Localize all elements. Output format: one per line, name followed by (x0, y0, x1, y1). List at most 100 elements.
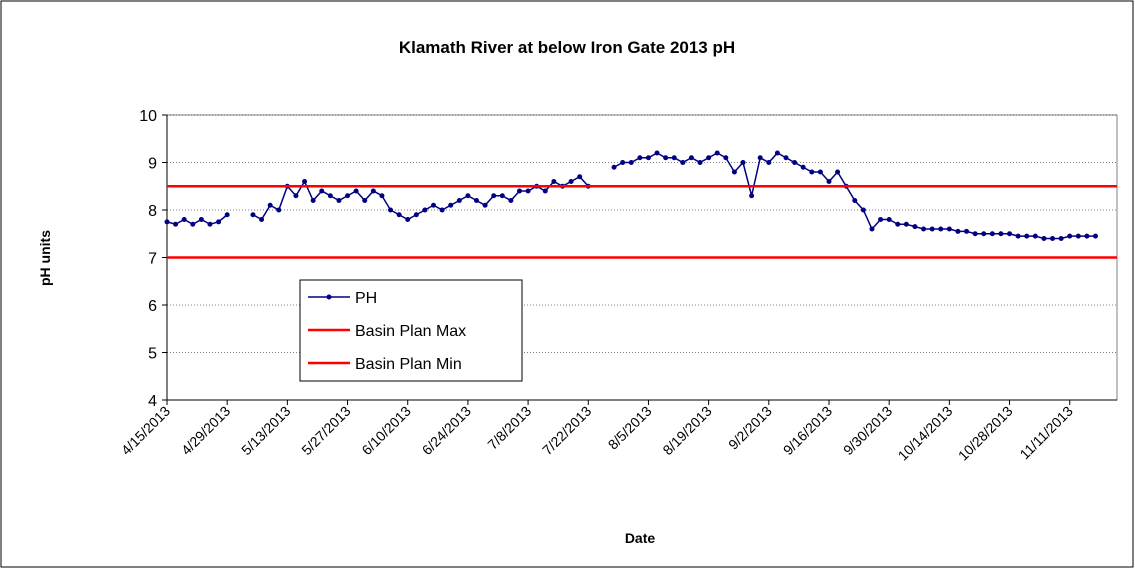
data-point (912, 224, 918, 230)
data-point (542, 188, 548, 194)
data-point (835, 169, 841, 175)
data-point (164, 219, 170, 225)
data-point (1084, 233, 1090, 239)
data-point (1024, 233, 1030, 239)
data-point (327, 193, 333, 199)
data-point (671, 155, 677, 161)
data-point (645, 155, 651, 161)
data-point (628, 160, 634, 165)
data-point (826, 179, 832, 184)
data-point (1075, 233, 1081, 239)
data-point (1032, 233, 1038, 239)
data-point (774, 150, 780, 156)
data-point (482, 202, 488, 208)
y-tick-label: 8 (148, 203, 157, 220)
data-point (198, 217, 204, 222)
data-point (362, 198, 368, 203)
data-point (783, 155, 789, 161)
data-point (946, 226, 952, 232)
data-point (792, 160, 798, 165)
data-point (508, 198, 514, 203)
data-point (1007, 231, 1013, 237)
data-point (809, 169, 815, 175)
data-point (680, 160, 686, 165)
data-point (688, 155, 694, 161)
data-point (878, 217, 884, 222)
data-point (405, 217, 411, 222)
data-point (757, 155, 763, 161)
data-point (224, 212, 230, 218)
data-point (516, 188, 522, 194)
data-point (1093, 233, 1099, 239)
x-axis-label: Date (625, 530, 656, 546)
data-point (568, 179, 574, 184)
data-point (697, 160, 703, 165)
data-point (817, 169, 823, 175)
data-point (413, 212, 419, 218)
data-point (723, 155, 729, 161)
data-point (525, 188, 531, 194)
y-tick-label: 7 (148, 251, 157, 268)
data-point (319, 188, 325, 194)
data-point (474, 198, 480, 203)
data-point (422, 207, 428, 213)
data-point (714, 150, 720, 156)
data-point (929, 226, 935, 232)
data-point (353, 188, 359, 194)
data-point (766, 160, 772, 165)
data-point (981, 231, 987, 237)
data-point (989, 231, 995, 237)
legend-label: PH (355, 290, 377, 307)
data-point (439, 207, 445, 213)
legend-label: Basin Plan Min (355, 356, 462, 373)
y-axis-label: pH units (37, 230, 53, 286)
data-point (637, 155, 643, 161)
data-point (250, 212, 256, 218)
data-point (276, 207, 282, 213)
data-point (267, 202, 273, 208)
data-point (336, 198, 342, 203)
data-point (903, 221, 909, 227)
data-point (955, 228, 961, 234)
data-point (448, 202, 454, 208)
data-point (293, 193, 299, 199)
data-point (259, 217, 265, 222)
y-tick-label: 4 (148, 393, 157, 410)
legend-marker (326, 294, 332, 300)
data-point (860, 207, 866, 213)
chart-title: Klamath River at below Iron Gate 2013 pH (399, 38, 735, 57)
data-point (310, 198, 316, 203)
data-point (895, 221, 901, 227)
data-point (388, 207, 394, 213)
data-point (577, 174, 583, 180)
data-point (620, 160, 626, 165)
data-point (886, 217, 892, 222)
y-tick-label: 6 (148, 298, 157, 315)
data-point (181, 217, 187, 222)
data-point (370, 188, 376, 194)
data-point (302, 179, 308, 184)
data-point (852, 198, 858, 203)
data-point (379, 193, 385, 199)
data-point (431, 202, 437, 208)
data-point (964, 228, 970, 234)
data-point (740, 160, 746, 165)
data-point (731, 169, 737, 175)
data-point (465, 193, 471, 199)
data-point (1041, 236, 1047, 241)
data-point (396, 212, 402, 218)
data-point (1050, 236, 1056, 241)
data-point (706, 155, 712, 161)
y-tick-label: 5 (148, 346, 157, 363)
y-tick-label: 10 (139, 108, 157, 125)
data-point (921, 226, 927, 232)
data-point (207, 221, 213, 227)
data-point (491, 193, 497, 199)
data-point (998, 231, 1004, 237)
data-point (456, 198, 462, 203)
data-point (749, 193, 755, 199)
data-point (1015, 233, 1021, 239)
data-point (551, 179, 557, 184)
data-point (190, 221, 196, 227)
